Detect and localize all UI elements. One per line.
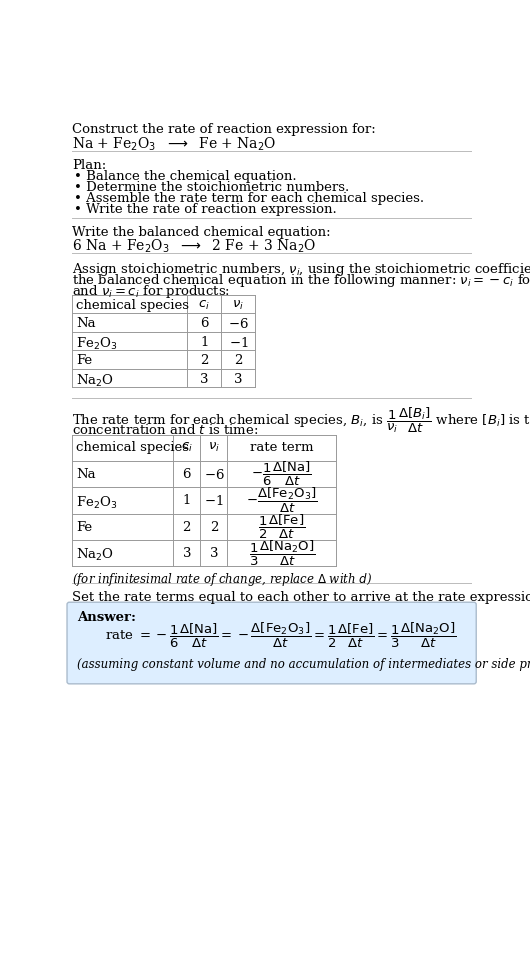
Text: 1: 1: [200, 336, 208, 348]
Text: • Determine the stoichiometric numbers.: • Determine the stoichiometric numbers.: [74, 181, 349, 194]
Text: concentration and $t$ is time:: concentration and $t$ is time:: [73, 423, 259, 437]
Text: $-$1: $-$1: [204, 495, 224, 508]
Text: $c_i$: $c_i$: [181, 441, 193, 455]
Text: 6: 6: [200, 317, 208, 330]
Text: the balanced chemical equation in the following manner: $\nu_i = -c_i$ for react: the balanced chemical equation in the fo…: [73, 272, 530, 289]
Text: Fe$_2$O$_3$: Fe$_2$O$_3$: [76, 336, 118, 352]
Text: Fe: Fe: [76, 354, 92, 367]
Text: 1: 1: [182, 495, 191, 508]
Text: Set the rate terms equal to each other to arrive at the rate expression:: Set the rate terms equal to each other t…: [73, 590, 530, 604]
Text: Na: Na: [76, 468, 96, 481]
Text: • Balance the chemical equation.: • Balance the chemical equation.: [74, 170, 297, 183]
Text: $-$6: $-$6: [228, 317, 249, 331]
Text: $-$6: $-$6: [204, 468, 224, 482]
Text: Construct the rate of reaction expression for:: Construct the rate of reaction expressio…: [73, 123, 376, 137]
Text: $\nu_i$: $\nu_i$: [232, 299, 244, 312]
Text: Fe$_2$O$_3$: Fe$_2$O$_3$: [76, 495, 118, 510]
Text: and $\nu_i = c_i$ for products:: and $\nu_i = c_i$ for products:: [73, 283, 231, 300]
Text: chemical species: chemical species: [76, 441, 189, 454]
Text: 2: 2: [210, 520, 218, 534]
Text: Write the balanced chemical equation:: Write the balanced chemical equation:: [73, 225, 331, 239]
Text: • Assemble the rate term for each chemical species.: • Assemble the rate term for each chemic…: [74, 192, 424, 205]
Text: 6: 6: [182, 468, 191, 481]
Text: Na$_2$O: Na$_2$O: [76, 547, 114, 563]
Text: 3: 3: [234, 373, 243, 386]
Text: 2: 2: [234, 354, 243, 367]
Text: 2: 2: [182, 520, 191, 534]
Text: rate term: rate term: [250, 441, 313, 454]
Text: 2: 2: [200, 354, 208, 367]
Text: Na + Fe$_2$O$_3$  $\longrightarrow$  Fe + Na$_2$O: Na + Fe$_2$O$_3$ $\longrightarrow$ Fe + …: [73, 136, 277, 153]
Text: 3: 3: [200, 373, 208, 386]
Text: rate $= -\dfrac{1}{6}\dfrac{\Delta[\mathrm{Na}]}{\Delta t} = -\dfrac{\Delta[\mat: rate $= -\dfrac{1}{6}\dfrac{\Delta[\math…: [105, 621, 456, 650]
Text: (for infinitesimal rate of change, replace $\Delta$ with $d$): (for infinitesimal rate of change, repla…: [73, 571, 373, 588]
Text: Na: Na: [76, 317, 96, 330]
Text: Answer:: Answer:: [77, 611, 136, 624]
Text: $-\dfrac{1}{6}\dfrac{\Delta[\mathrm{Na}]}{\Delta t}$: $-\dfrac{1}{6}\dfrac{\Delta[\mathrm{Na}]…: [251, 461, 312, 488]
Text: 3: 3: [182, 547, 191, 560]
Text: Na$_2$O: Na$_2$O: [76, 373, 114, 388]
Text: $-$1: $-$1: [228, 336, 248, 349]
Text: $c_i$: $c_i$: [198, 299, 210, 312]
Text: chemical species: chemical species: [76, 299, 189, 312]
Text: (assuming constant volume and no accumulation of intermediates or side products): (assuming constant volume and no accumul…: [77, 659, 530, 671]
Text: 3: 3: [210, 547, 218, 560]
Text: 6 Na + Fe$_2$O$_3$  $\longrightarrow$  2 Fe + 3 Na$_2$O: 6 Na + Fe$_2$O$_3$ $\longrightarrow$ 2 F…: [73, 238, 316, 256]
Text: • Write the rate of reaction expression.: • Write the rate of reaction expression.: [74, 203, 337, 216]
Text: $\nu_i$: $\nu_i$: [208, 441, 220, 455]
FancyBboxPatch shape: [67, 602, 476, 684]
Text: $-\dfrac{\Delta[\mathrm{Fe_2O_3}]}{\Delta t}$: $-\dfrac{\Delta[\mathrm{Fe_2O_3}]}{\Delt…: [246, 486, 317, 515]
Text: Fe: Fe: [76, 520, 92, 534]
Text: Plan:: Plan:: [73, 159, 107, 172]
Text: The rate term for each chemical species, $B_i$, is $\dfrac{1}{\nu_i}\dfrac{\Delt: The rate term for each chemical species,…: [73, 406, 530, 435]
Text: $\dfrac{1}{2}\dfrac{\Delta[\mathrm{Fe}]}{\Delta t}$: $\dfrac{1}{2}\dfrac{\Delta[\mathrm{Fe}]}…: [258, 512, 305, 541]
Text: Assign stoichiometric numbers, $\nu_i$, using the stoichiometric coefficients, $: Assign stoichiometric numbers, $\nu_i$, …: [73, 262, 530, 278]
Text: $\dfrac{1}{3}\dfrac{\Delta[\mathrm{Na_2O}]}{\Delta t}$: $\dfrac{1}{3}\dfrac{\Delta[\mathrm{Na_2O…: [249, 539, 315, 568]
